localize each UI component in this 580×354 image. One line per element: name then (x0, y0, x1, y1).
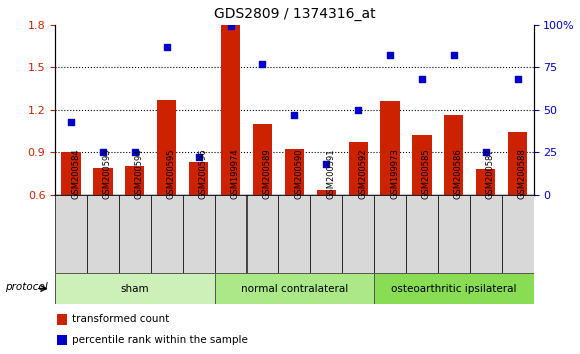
Point (321, 161, 331, 167)
Text: percentile rank within the sample: percentile rank within the sample (72, 335, 248, 345)
Bar (380, 101, 400, 195)
Text: GSM199973: GSM199973 (390, 148, 399, 199)
Point (385, 52, 394, 58)
Text: transformed count: transformed count (72, 314, 169, 325)
Text: GSM200587: GSM200587 (486, 148, 495, 199)
Bar (438, 195, 470, 273)
Text: GSM200585: GSM200585 (422, 148, 431, 199)
Bar (246, 195, 278, 273)
Text: GSM200588: GSM200588 (517, 148, 527, 199)
Point (162, 44, 171, 50)
Text: GSM200584: GSM200584 (71, 148, 80, 199)
Bar (508, 132, 527, 195)
Bar (278, 195, 310, 273)
Point (258, 61, 267, 67)
Bar (57, 314, 67, 325)
Bar (183, 195, 215, 273)
Point (98, 149, 108, 155)
Text: GSM200595: GSM200595 (167, 148, 176, 199)
Text: GSM200593: GSM200593 (103, 148, 112, 199)
Title: GDS2809 / 1374316_at: GDS2809 / 1374316_at (213, 7, 375, 21)
Text: GSM200596: GSM200596 (198, 148, 208, 199)
Bar (93, 168, 113, 195)
Bar (221, 25, 240, 195)
Point (513, 76, 522, 82)
Bar (57, 335, 67, 345)
Bar (317, 190, 336, 195)
Bar (151, 195, 183, 273)
Point (194, 154, 203, 160)
Bar (374, 273, 534, 304)
Bar (470, 195, 502, 273)
Bar (374, 195, 406, 273)
Text: GSM200591: GSM200591 (326, 148, 335, 199)
Bar (125, 166, 144, 195)
Point (289, 112, 299, 118)
Bar (285, 149, 304, 195)
Bar (55, 195, 87, 273)
Bar (87, 195, 119, 273)
Point (449, 52, 458, 58)
Point (353, 107, 362, 113)
Bar (61, 152, 81, 195)
Text: GSM200590: GSM200590 (294, 148, 303, 199)
Point (130, 149, 139, 155)
Text: GSM200586: GSM200586 (454, 148, 463, 199)
Bar (215, 195, 246, 273)
Bar (215, 273, 374, 304)
Bar (253, 124, 272, 195)
Text: protocol: protocol (6, 282, 48, 292)
Bar (189, 162, 208, 195)
Text: normal contralateral: normal contralateral (241, 284, 348, 293)
Bar (157, 100, 176, 195)
Bar (349, 142, 368, 195)
Text: GSM200592: GSM200592 (358, 148, 367, 199)
Point (66, 119, 75, 125)
Bar (342, 195, 374, 273)
Bar (444, 115, 463, 195)
Text: GSM199974: GSM199974 (231, 148, 240, 199)
Text: sham: sham (121, 284, 149, 293)
Bar (406, 195, 438, 273)
Point (481, 149, 490, 155)
Bar (476, 169, 495, 195)
Bar (502, 195, 534, 273)
Bar (412, 135, 432, 195)
Point (226, 24, 235, 29)
Text: osteoarthritic ipsilateral: osteoarthritic ipsilateral (391, 284, 517, 293)
Text: GSM200594: GSM200594 (135, 148, 144, 199)
Bar (119, 195, 151, 273)
Bar (310, 195, 342, 273)
Text: GSM200589: GSM200589 (262, 148, 271, 199)
Point (417, 76, 426, 82)
Bar (55, 273, 215, 304)
